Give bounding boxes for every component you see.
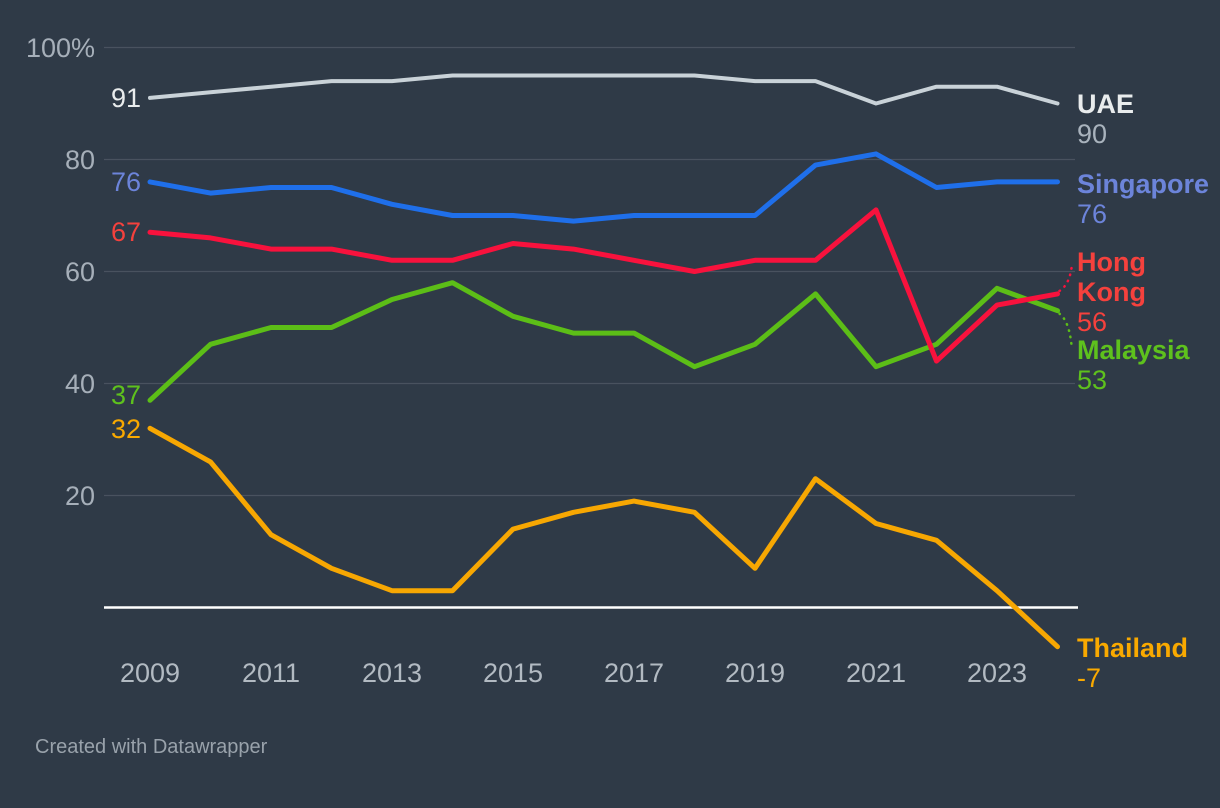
series-start-value: 76 xyxy=(110,166,141,197)
series-name: UAE xyxy=(1077,89,1135,119)
series-end-value: 53 xyxy=(1077,365,1108,395)
y-tick-label: 100% xyxy=(25,32,95,63)
series-name: Kong xyxy=(1077,277,1146,307)
series-start-value: 37 xyxy=(110,380,141,411)
leader-line-hong-kong xyxy=(1058,266,1073,293)
series-label-singapore: Singapore 76 xyxy=(1077,169,1220,229)
series-label-uae: UAE 90 xyxy=(1077,89,1220,149)
series-end-value: 76 xyxy=(1077,199,1108,229)
x-tick-label: 2017 xyxy=(603,658,665,688)
series-name: Thailand xyxy=(1077,633,1189,663)
series-start-value: 91 xyxy=(110,82,141,113)
series-line-malaysia xyxy=(147,280,1060,403)
attribution: Created with Datawrapper xyxy=(35,736,268,758)
series-label-thailand: Thailand -7 xyxy=(1077,633,1220,693)
x-tick-label: 2011 xyxy=(241,658,301,688)
x-tick-label: 2013 xyxy=(361,658,423,688)
series-end-value: 56 xyxy=(1077,307,1108,337)
series-line-singapore xyxy=(147,151,1060,224)
x-tick-label: 2019 xyxy=(724,658,786,688)
y-tick-label: 80 xyxy=(64,144,95,175)
series-label-malaysia: Malaysia 53 xyxy=(1077,335,1220,395)
series-line-uae xyxy=(148,73,1060,106)
series-name: Malaysia xyxy=(1077,335,1190,365)
series-name: Singapore xyxy=(1077,169,1210,199)
series-label-hong-kong: Hong Kong 56 xyxy=(1077,247,1220,337)
series-end-value: 90 xyxy=(1077,119,1108,149)
series-line-thailand xyxy=(147,425,1060,650)
x-tick-label: 2021 xyxy=(845,658,907,688)
x-tick-label: 2023 xyxy=(966,658,1028,688)
y-tick-label: 60 xyxy=(64,256,95,287)
series-start-value: 67 xyxy=(110,217,141,248)
y-tick-label: 40 xyxy=(64,368,95,399)
series-end-value: -7 xyxy=(1077,663,1102,693)
y-tick-label: 20 xyxy=(64,480,95,511)
x-tick-label: 2009 xyxy=(119,658,181,688)
series-line-hong-kong xyxy=(147,207,1060,364)
series-start-value: 32 xyxy=(110,414,141,445)
series-name: Hong xyxy=(1077,247,1146,277)
x-tick-label: 2015 xyxy=(482,658,544,688)
leader-line-malaysia xyxy=(1058,312,1073,347)
